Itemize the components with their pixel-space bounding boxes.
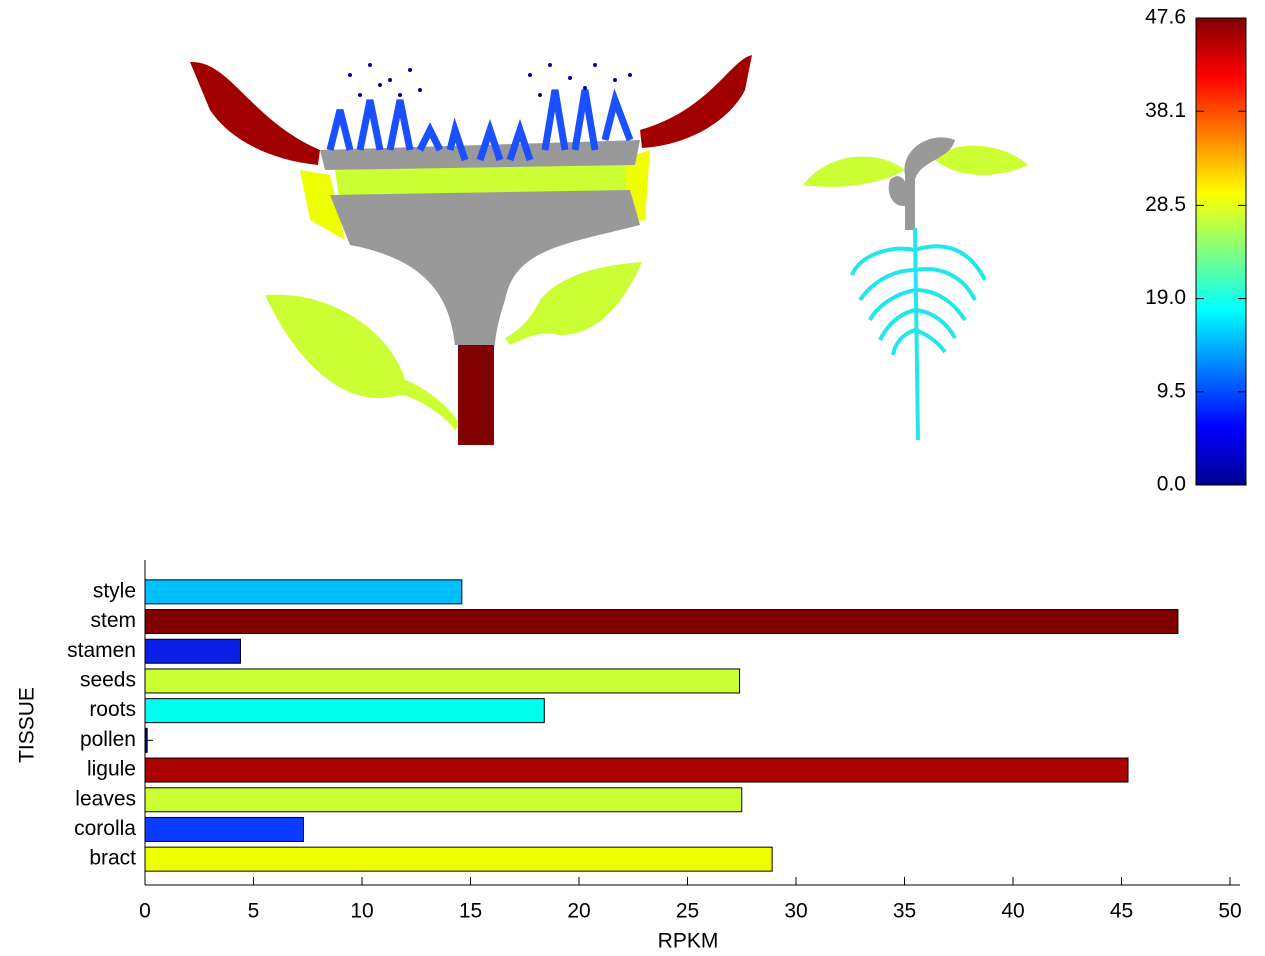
- y-tick-label: leaves: [75, 787, 136, 810]
- flower-illustration: [190, 55, 1028, 445]
- x-tick-label: 15: [459, 900, 482, 923]
- x-tick-label: 35: [893, 900, 916, 923]
- bar: [145, 788, 742, 812]
- x-tick-label: 40: [1001, 900, 1024, 923]
- x-tick-label: 25: [676, 900, 699, 923]
- y-axis-title: TISSUE: [16, 687, 39, 763]
- y-tick-label: pollen: [80, 728, 136, 751]
- bar: [145, 758, 1128, 782]
- y-tick-label: roots: [89, 698, 136, 721]
- y-tick-label: bract: [89, 847, 136, 870]
- bar: [145, 610, 1178, 634]
- bar: [145, 817, 303, 841]
- x-tick-label: 20: [567, 900, 590, 923]
- x-tick-label: 10: [350, 900, 373, 923]
- colorbar-tick-label: 28.5: [1145, 193, 1186, 216]
- colorbar: [1196, 18, 1246, 485]
- y-tick-label: seeds: [80, 668, 136, 691]
- y-tick-label: stem: [90, 609, 136, 632]
- colorbar-tick-label: 0.0: [1157, 473, 1186, 496]
- colorbar-tick-label: 38.1: [1145, 99, 1186, 122]
- x-tick-label: 45: [1110, 900, 1133, 923]
- x-tick-label: 30: [784, 900, 807, 923]
- y-tick-label: style: [93, 579, 136, 602]
- bar: [145, 847, 772, 871]
- x-axis-title: RPKM: [658, 930, 719, 953]
- figure: RPKM TISSUE 0 5 10 15 20 25 30 35 40 45 50 style ste…: [0, 0, 1265, 956]
- colorbar-tick-label: 19.0: [1145, 286, 1186, 309]
- x-tick-label: 0: [139, 900, 151, 923]
- y-tick-label: corolla: [74, 817, 136, 840]
- bar: [145, 728, 147, 752]
- bar: [145, 669, 740, 693]
- bar: [145, 580, 462, 604]
- bar: [145, 699, 544, 723]
- x-tick-label: 50: [1218, 900, 1241, 923]
- bar: [145, 639, 240, 663]
- y-tick-label: ligule: [87, 758, 136, 781]
- y-tick-label: stamen: [67, 639, 136, 662]
- x-tick-label: 5: [248, 900, 260, 923]
- colorbar-tick-label: 9.5: [1157, 379, 1186, 402]
- colorbar-tick-label: 47.6: [1145, 6, 1186, 29]
